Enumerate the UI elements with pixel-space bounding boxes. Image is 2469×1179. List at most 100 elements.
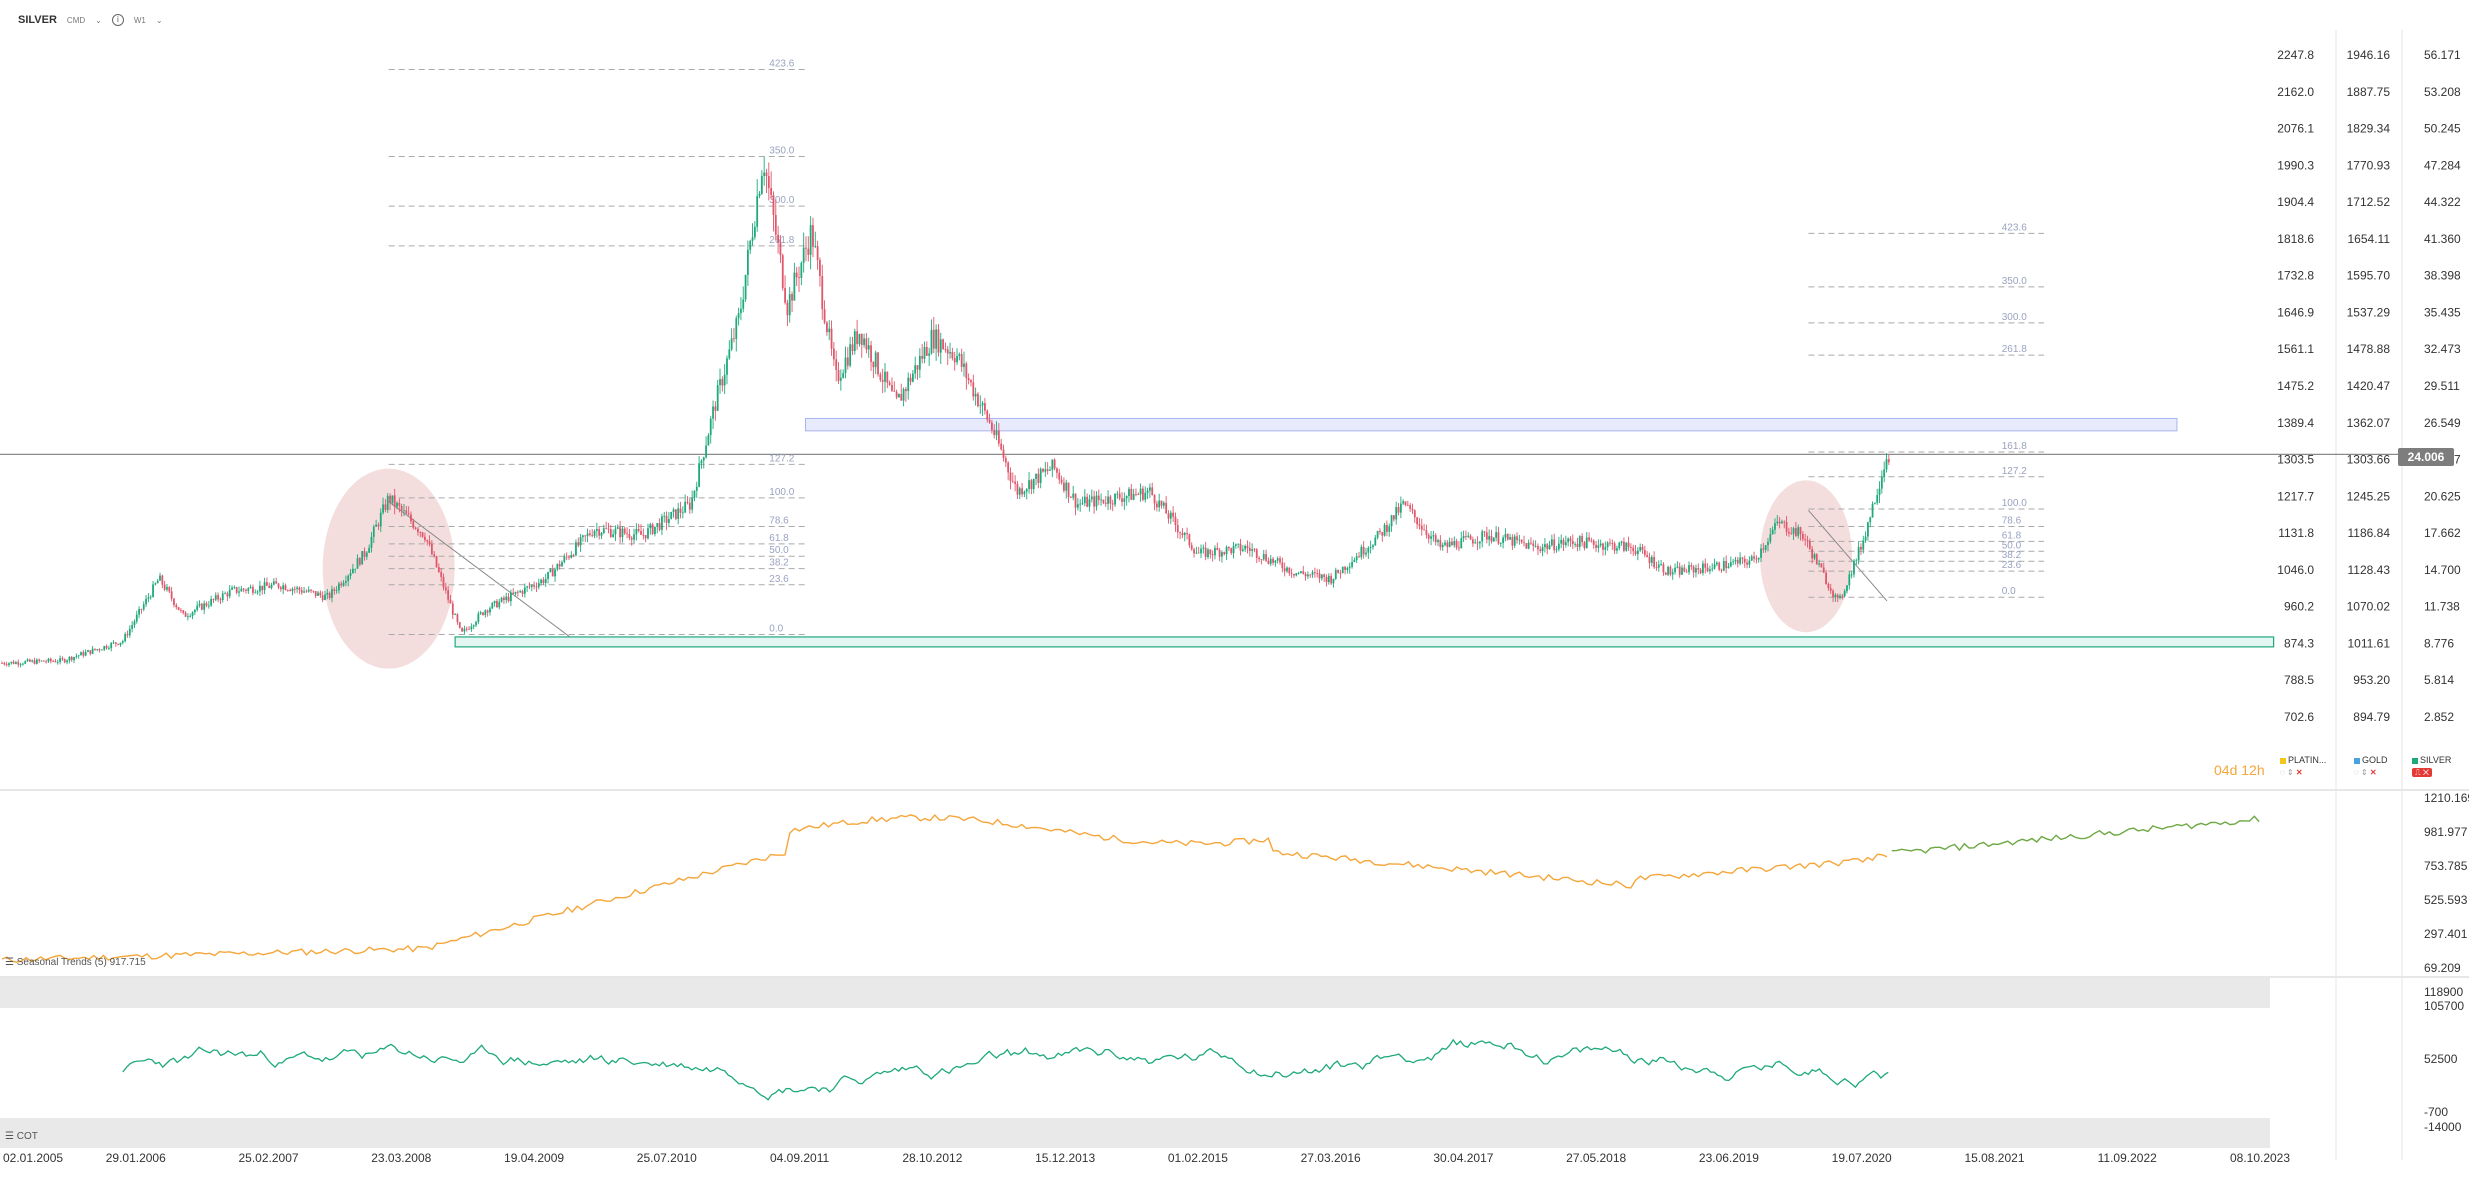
cot-pane-label[interactable]: ☰ COT [5,1131,38,1142]
candle-body [505,596,508,600]
candle [242,587,245,593]
legend-gold[interactable]: GOLD ◌ ⇕ ✕ [2354,755,2388,777]
candle-body [475,622,477,626]
legend-silver[interactable]: SILVER ⎍ ✕ [2412,755,2451,778]
interval-selector[interactable]: W1 [133,15,146,25]
info-icon[interactable]: i [111,14,124,26]
candle [1046,462,1049,475]
chevron-down-icon[interactable]: ⌄ [95,15,102,25]
candle-body [595,529,598,531]
menu-icon[interactable]: ☰ [5,957,14,968]
candle [621,525,624,543]
candle-body [700,460,703,464]
candle-body [1662,564,1665,573]
candle-body [937,329,940,353]
candle [407,506,410,516]
candle-body [63,659,66,663]
y-tick-label-silver: 8.776 [2424,636,2454,650]
candle [1132,488,1135,501]
candle-body [1320,574,1323,579]
candle-body [277,583,280,588]
candle [712,400,714,429]
candle [1316,568,1319,578]
candle-body [1193,549,1195,554]
candle [979,395,982,414]
candle-body [1128,488,1130,496]
candle-body [1602,543,1604,550]
candle-body [154,583,157,585]
candle [844,346,847,379]
candle [891,377,893,393]
candle [744,274,747,302]
candle-body [484,610,487,615]
candle [1246,540,1249,554]
candle-body [591,535,594,536]
candle [10,661,13,665]
candle [1599,539,1602,548]
menu-icon[interactable]: ☰ [5,1131,14,1142]
candle-body [598,529,601,536]
chevron-down-icon[interactable]: ⌄ [155,15,163,25]
remove-silver-button[interactable]: ⎍ ✕ [2412,768,2432,777]
candle-body [1318,573,1321,579]
candle [1313,567,1316,578]
candle [760,170,763,195]
legend-controls[interactable]: ⎍ ✕ [2412,768,2451,778]
candle [1797,524,1800,539]
close-icon[interactable]: ✕ [2369,768,2377,777]
candle-body [1246,545,1249,549]
candle [384,499,387,513]
candle-body [391,495,394,503]
fib-label-right: 100.0 [2002,498,2027,509]
candle [1360,544,1363,560]
candle [1090,489,1093,503]
candle [1537,543,1539,556]
candle [1711,563,1714,572]
candle-body [509,592,512,602]
candle-body [551,569,554,577]
candle [895,389,898,400]
seasonal-pane-label[interactable]: ☰ Seasonal Trends (5) 917.715 [5,957,146,968]
candle [1344,565,1346,575]
candle [437,563,440,574]
candle-body [451,603,454,615]
candle-body [1478,541,1481,544]
candle-body [1469,535,1472,540]
candle [737,307,740,326]
candle-body [1221,552,1223,557]
seasonal-y-tick: 753.785 [2424,859,2468,873]
candle-body [1636,550,1639,555]
candle [575,539,577,557]
candle [570,551,573,559]
candle [1102,499,1105,505]
symbol-label[interactable]: SILVER [18,14,57,26]
candle-body [1629,547,1632,548]
candle-body [1004,458,1007,463]
candle-body [1523,542,1525,544]
candle-body [939,339,942,353]
candle [1167,510,1170,524]
candle-body [535,586,538,588]
candle [482,611,484,616]
candle-body [1353,560,1356,563]
legend-controls[interactable]: ◌ ⇕ ✕ [2354,768,2377,777]
fib-label-left: 350.0 [769,145,794,156]
candle-body [612,534,615,537]
candle-body [709,418,712,436]
legend-platinum[interactable]: PLATIN... ◌ ⇕ ✕ [2280,755,2326,777]
candle-body [1341,566,1344,574]
candle-body [1757,557,1760,560]
candle-body [1309,574,1312,576]
candle [1162,501,1165,509]
candle-body [1441,544,1444,548]
candle-body [672,509,675,513]
close-icon[interactable]: ✕ [2295,768,2303,777]
legend-controls[interactable]: ◌ ⇕ ✕ [2280,768,2303,777]
candle-body [405,510,408,514]
candle [793,262,796,301]
candle-body [995,430,998,436]
candle-body [558,563,561,567]
candle [1692,565,1695,578]
candle-body [54,661,57,663]
